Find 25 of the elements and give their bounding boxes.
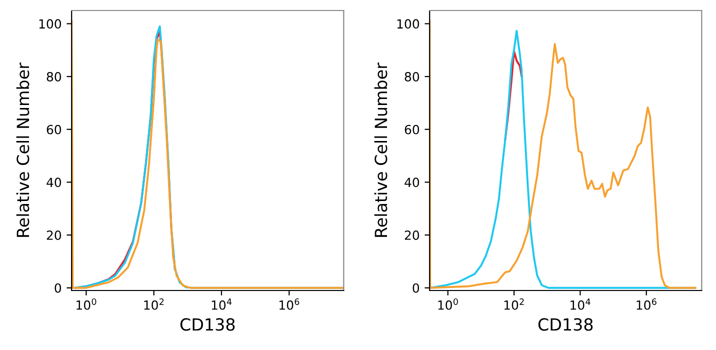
y-tick-label: 20 [46,230,62,240]
y-tick-label: 40 [46,178,62,188]
x-axis-title: CD138 [180,318,235,331]
x-tick-label: 10$^{0}$ [438,298,458,310]
y-tick-label: 0 [412,283,420,293]
y-tick-label: 100 [397,19,420,29]
x-tick-label: 10$^{6}$ [636,298,656,310]
y-tick-label: 100 [39,19,62,29]
y-tick-label: 80 [404,72,420,82]
y-tick-label: 40 [404,178,420,188]
x-axis-title: CD138 [538,318,593,331]
y-tick-label: 20 [404,230,420,240]
x-tick-label: 10$^{2}$ [144,298,164,310]
x-tick-label: 10$^{2}$ [504,298,524,310]
y-tick-label: 80 [46,72,62,82]
y-tick-label: 60 [46,124,62,134]
x-tick-label: 10$^{4}$ [212,298,232,310]
x-tick-label: 10$^{6}$ [280,298,300,310]
y-axis-title: Relative Cell Number [374,62,388,237]
x-tick-label: 10$^{4}$ [570,298,590,310]
y-tick-label: 60 [404,124,420,134]
y-axis-title: Relative Cell Number [16,62,30,237]
y-tick-label: 0 [54,283,62,293]
line-series [504,50,523,141]
x-tick-label: 10$^{0}$ [76,298,96,310]
